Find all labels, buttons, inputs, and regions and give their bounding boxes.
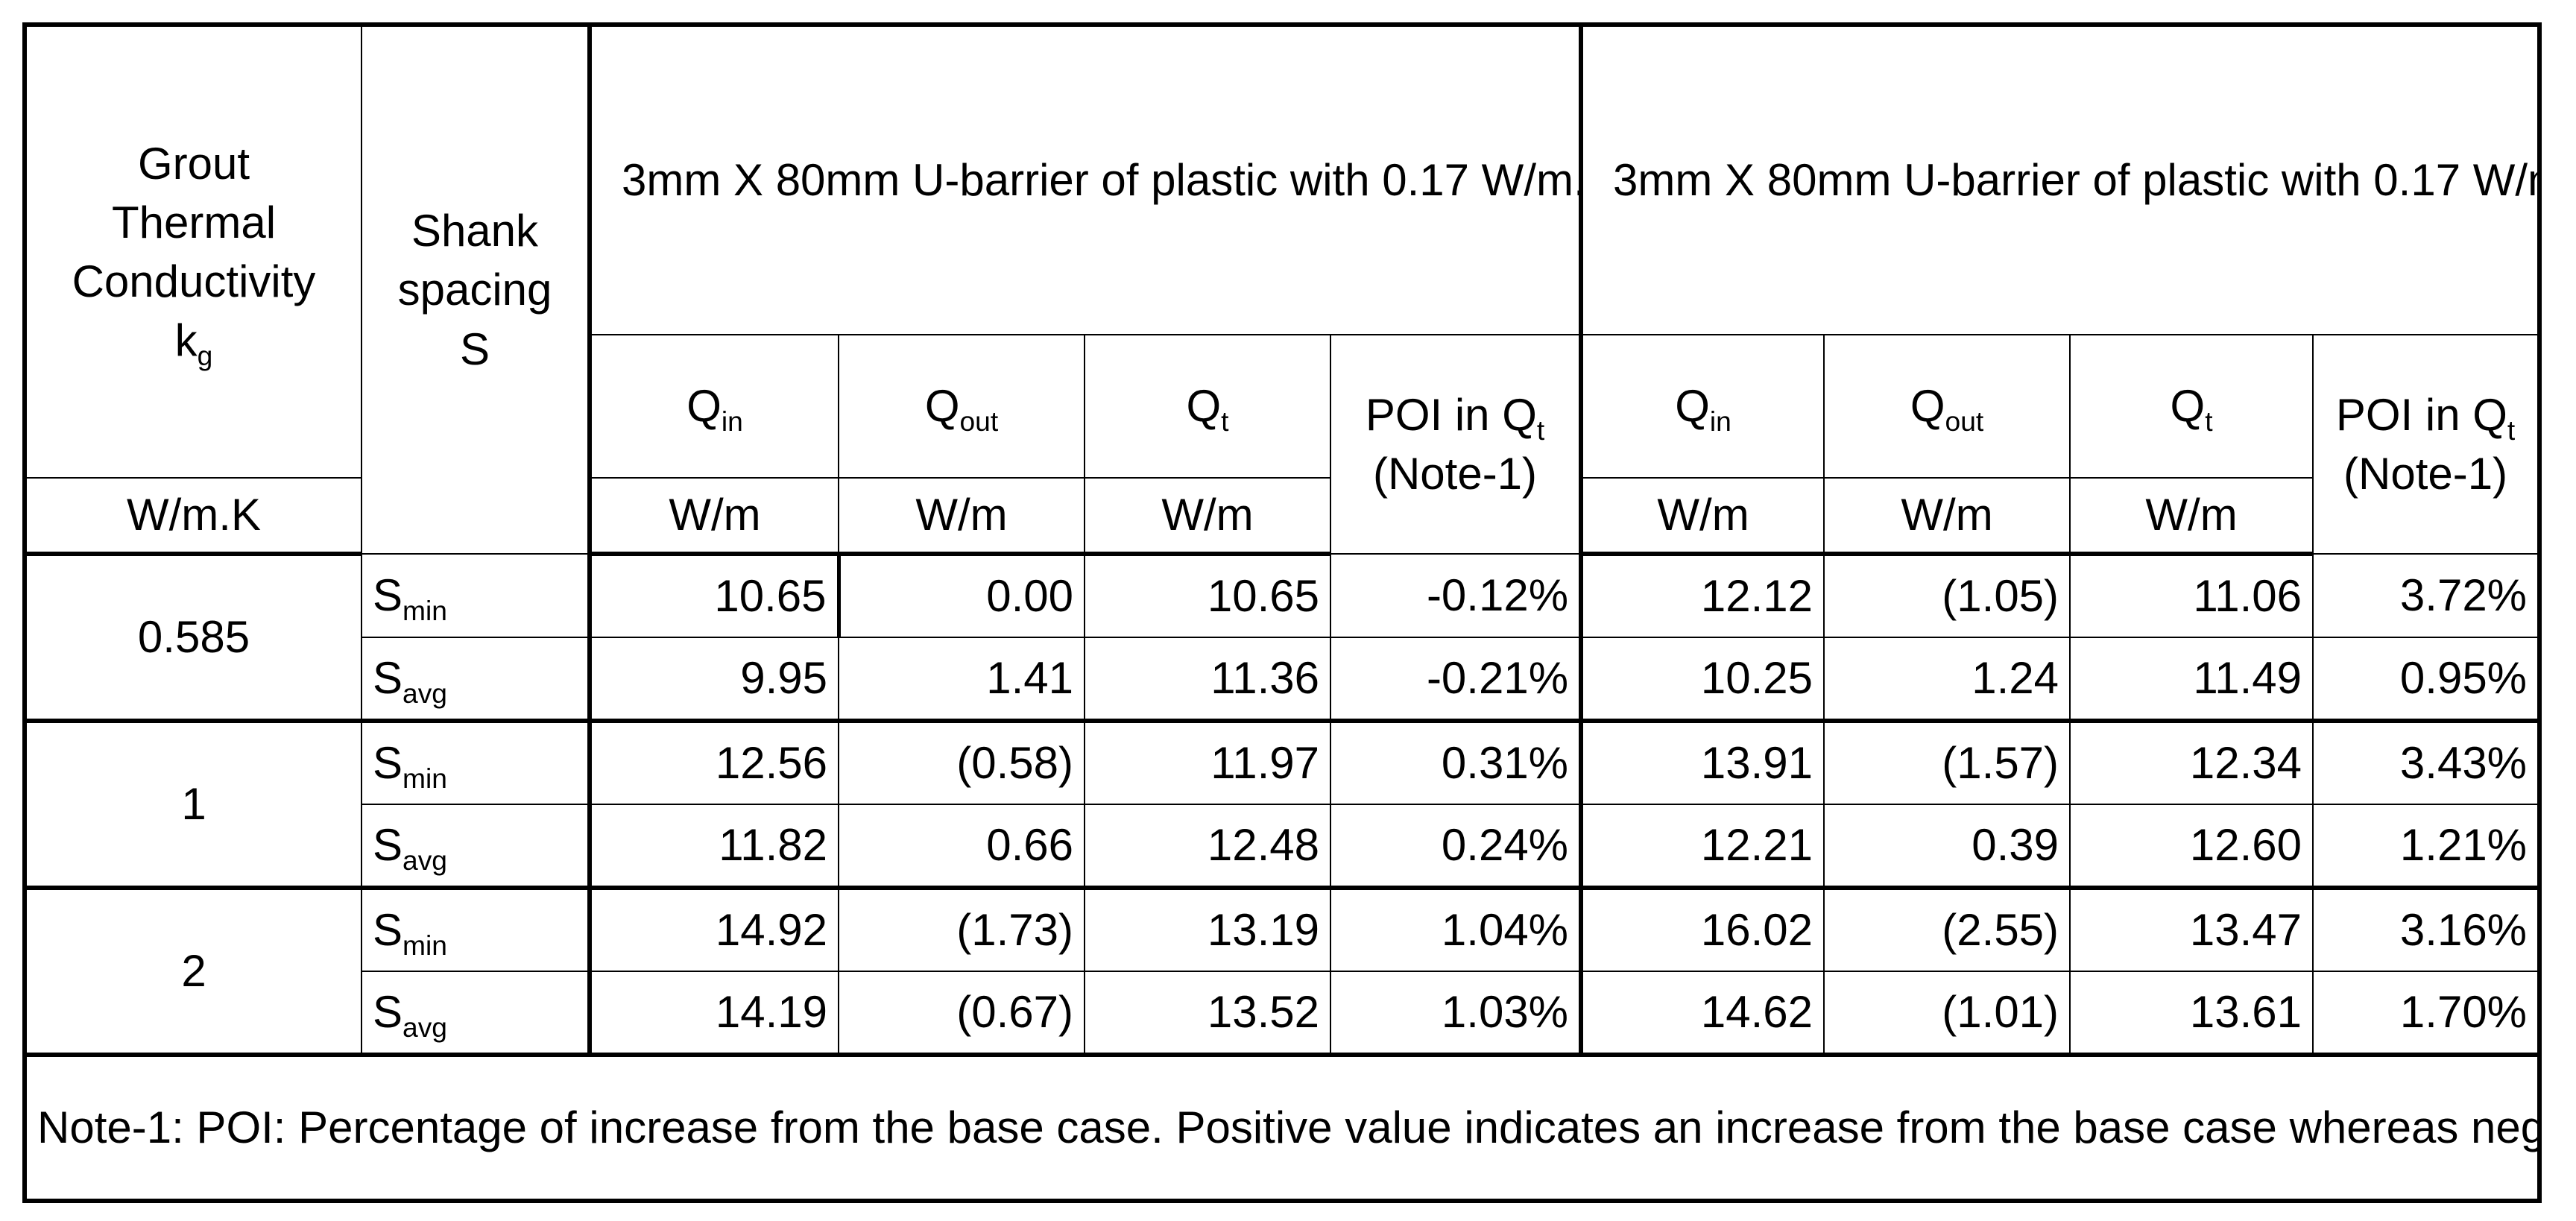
g2-qin-unit: W/m [1580, 477, 1825, 556]
g2-qt-cell: 12.60 [2069, 804, 2314, 890]
g2-qt-cell: 12.34 [2069, 720, 2314, 805]
g1-qt-cell: 11.97 [1084, 720, 1331, 805]
s-min-label: Smin [361, 720, 592, 805]
g2-poi-cell: 1.70% [2312, 971, 2542, 1057]
g2-poi-cell: 3.43% [2312, 720, 2542, 805]
g1-poi-header: POI in Qt (Note-1) [1329, 334, 1584, 555]
kg-value: 0.585 [22, 553, 362, 723]
g2-qt-cell: 11.06 [2069, 553, 2314, 638]
g1-qout-unit: W/m [838, 477, 1085, 556]
g2-poi-cell: 3.72% [2312, 553, 2542, 638]
kg-value: 1 [22, 720, 362, 890]
header-shank-spacing: Shank spacing S [361, 22, 592, 555]
g2-qout-header: Qout [1823, 334, 2071, 478]
kg-unit: W/m.K [22, 477, 362, 556]
g1-qin-cell: 14.19 [589, 971, 839, 1057]
g2-poi-cell: 1.21% [2312, 804, 2542, 890]
g1-qout-cell: (1.73) [838, 887, 1085, 972]
grout-line-1: Grout [137, 138, 250, 189]
g2-qt-unit: W/m [2069, 477, 2314, 556]
g1-qout-cell: 0.66 [838, 804, 1085, 890]
g2-poi-cell: 3.16% [2312, 887, 2542, 972]
g2-qout-cell: 0.39 [1823, 804, 2071, 890]
g1-qt-cell: 11.36 [1084, 637, 1331, 723]
g2-qin-cell: 10.25 [1580, 637, 1825, 723]
g2-poi-cell: 0.95% [2312, 637, 2542, 723]
g1-poi-cell: -0.21% [1329, 637, 1584, 723]
g1-qin-unit: W/m [589, 477, 839, 556]
table-row: Savg 9.95 1.41 11.36 -0.21% 10.25 1.24 1… [25, 637, 2542, 723]
shank-line-1: Shank [411, 206, 539, 256]
g2-qout-unit: W/m [1823, 477, 2071, 556]
header-grout-conductivity: Grout Thermal Conductivity kg [22, 22, 362, 478]
kg-symbol: kg [174, 315, 213, 372]
g1-qt-unit: W/m [1084, 477, 1331, 556]
g1-qout-cell: 1.41 [838, 637, 1085, 723]
g2-poi-header: POI in Qt (Note-1) [2312, 334, 2542, 555]
g2-qout-cell: (1.01) [1823, 971, 2071, 1057]
g2-qin-cell: 16.02 [1580, 887, 1825, 972]
g1-qin-cell: 9.95 [589, 637, 839, 723]
g1-qt-header: Qt [1084, 334, 1331, 478]
s-avg-label: Savg [361, 971, 592, 1057]
g1-poi-cell: 1.03% [1329, 971, 1584, 1057]
g2-qin-cell: 13.91 [1580, 720, 1825, 805]
g1-qout-cell: (0.58) [838, 720, 1085, 805]
g2-qt-header: Qt [2069, 334, 2314, 478]
g1-qout-cell: (0.67) [838, 971, 1085, 1057]
g1-qin-header: Qin [589, 334, 839, 478]
g1-poi-cell: 0.24% [1329, 804, 1584, 890]
g2-qin-cell: 12.12 [1580, 553, 1825, 638]
g1-qt-cell: 13.19 [1084, 887, 1331, 972]
g1-qout-header: Qout [838, 334, 1085, 478]
g1-qt-cell: 10.65 [1084, 553, 1331, 638]
group2-title: 3mm X 80mm U-barrier of plastic with 0.1… [1580, 22, 2542, 335]
g1-poi-cell: 0.31% [1329, 720, 1584, 805]
table-container: Grout Thermal Conductivity kg Shank spac… [22, 22, 2542, 1203]
table-note: Note-1: POI: Percentage of increase from… [22, 1054, 2542, 1203]
table-row: 1 Smin 12.56 (0.58) 11.97 0.31% 13.91 (1… [22, 720, 2542, 890]
s-avg-label: Savg [361, 804, 592, 890]
g2-qin-cell: 14.62 [1580, 971, 1825, 1057]
g2-qin-cell: 12.21 [1580, 804, 1825, 890]
g2-qout-cell: (1.05) [1823, 553, 2071, 638]
g1-qin-cell: 11.82 [589, 804, 839, 890]
table-row: 0.585 Smin 10.65 0.00 10.65 -0.12% 12.12… [22, 553, 2542, 723]
grout-line-2: Thermal [111, 197, 277, 247]
results-table: Grout Thermal Conductivity kg Shank spac… [22, 22, 2542, 1203]
g1-qin-cell: 14.92 [589, 887, 839, 972]
table-row: Savg 14.19 (0.67) 13.52 1.03% 14.62 (1.0… [25, 971, 2542, 1057]
group1-title: 3mm X 80mm U-barrier of plastic with 0.1… [588, 22, 1584, 335]
kg-value: 2 [22, 887, 362, 1057]
shank-line-2: spacing [397, 265, 552, 315]
g1-qt-cell: 13.52 [1084, 971, 1331, 1057]
g2-qt-cell: 11.49 [2069, 637, 2314, 723]
g2-qt-cell: 13.47 [2069, 887, 2314, 972]
g1-qt-cell: 12.48 [1084, 804, 1331, 890]
g2-qin-header: Qin [1580, 334, 1825, 478]
s-avg-label: Savg [361, 637, 592, 723]
g1-poi-cell: 1.04% [1329, 887, 1584, 972]
g2-qt-cell: 13.61 [2069, 971, 2314, 1057]
g2-qout-cell: 1.24 [1823, 637, 2071, 723]
shank-line-3: S [459, 324, 490, 374]
g1-poi-cell: -0.12% [1329, 553, 1584, 638]
g1-qin-cell: 12.56 [589, 720, 839, 805]
g2-qout-cell: (1.57) [1823, 720, 2071, 805]
g1-qin-cell: 10.65 [589, 553, 841, 638]
table-row: 2 Smin 14.92 (1.73) 13.19 1.04% 16.02 (2… [22, 887, 2542, 1057]
g1-qout-cell: 0.00 [838, 553, 1085, 638]
s-min-label: Smin [361, 887, 592, 972]
grout-line-3: Conductivity [72, 256, 316, 306]
s-min-label: Smin [361, 553, 592, 638]
g2-qout-cell: (2.55) [1823, 887, 2071, 972]
table-row: Savg 11.82 0.66 12.48 0.24% 12.21 0.39 1… [25, 804, 2542, 890]
